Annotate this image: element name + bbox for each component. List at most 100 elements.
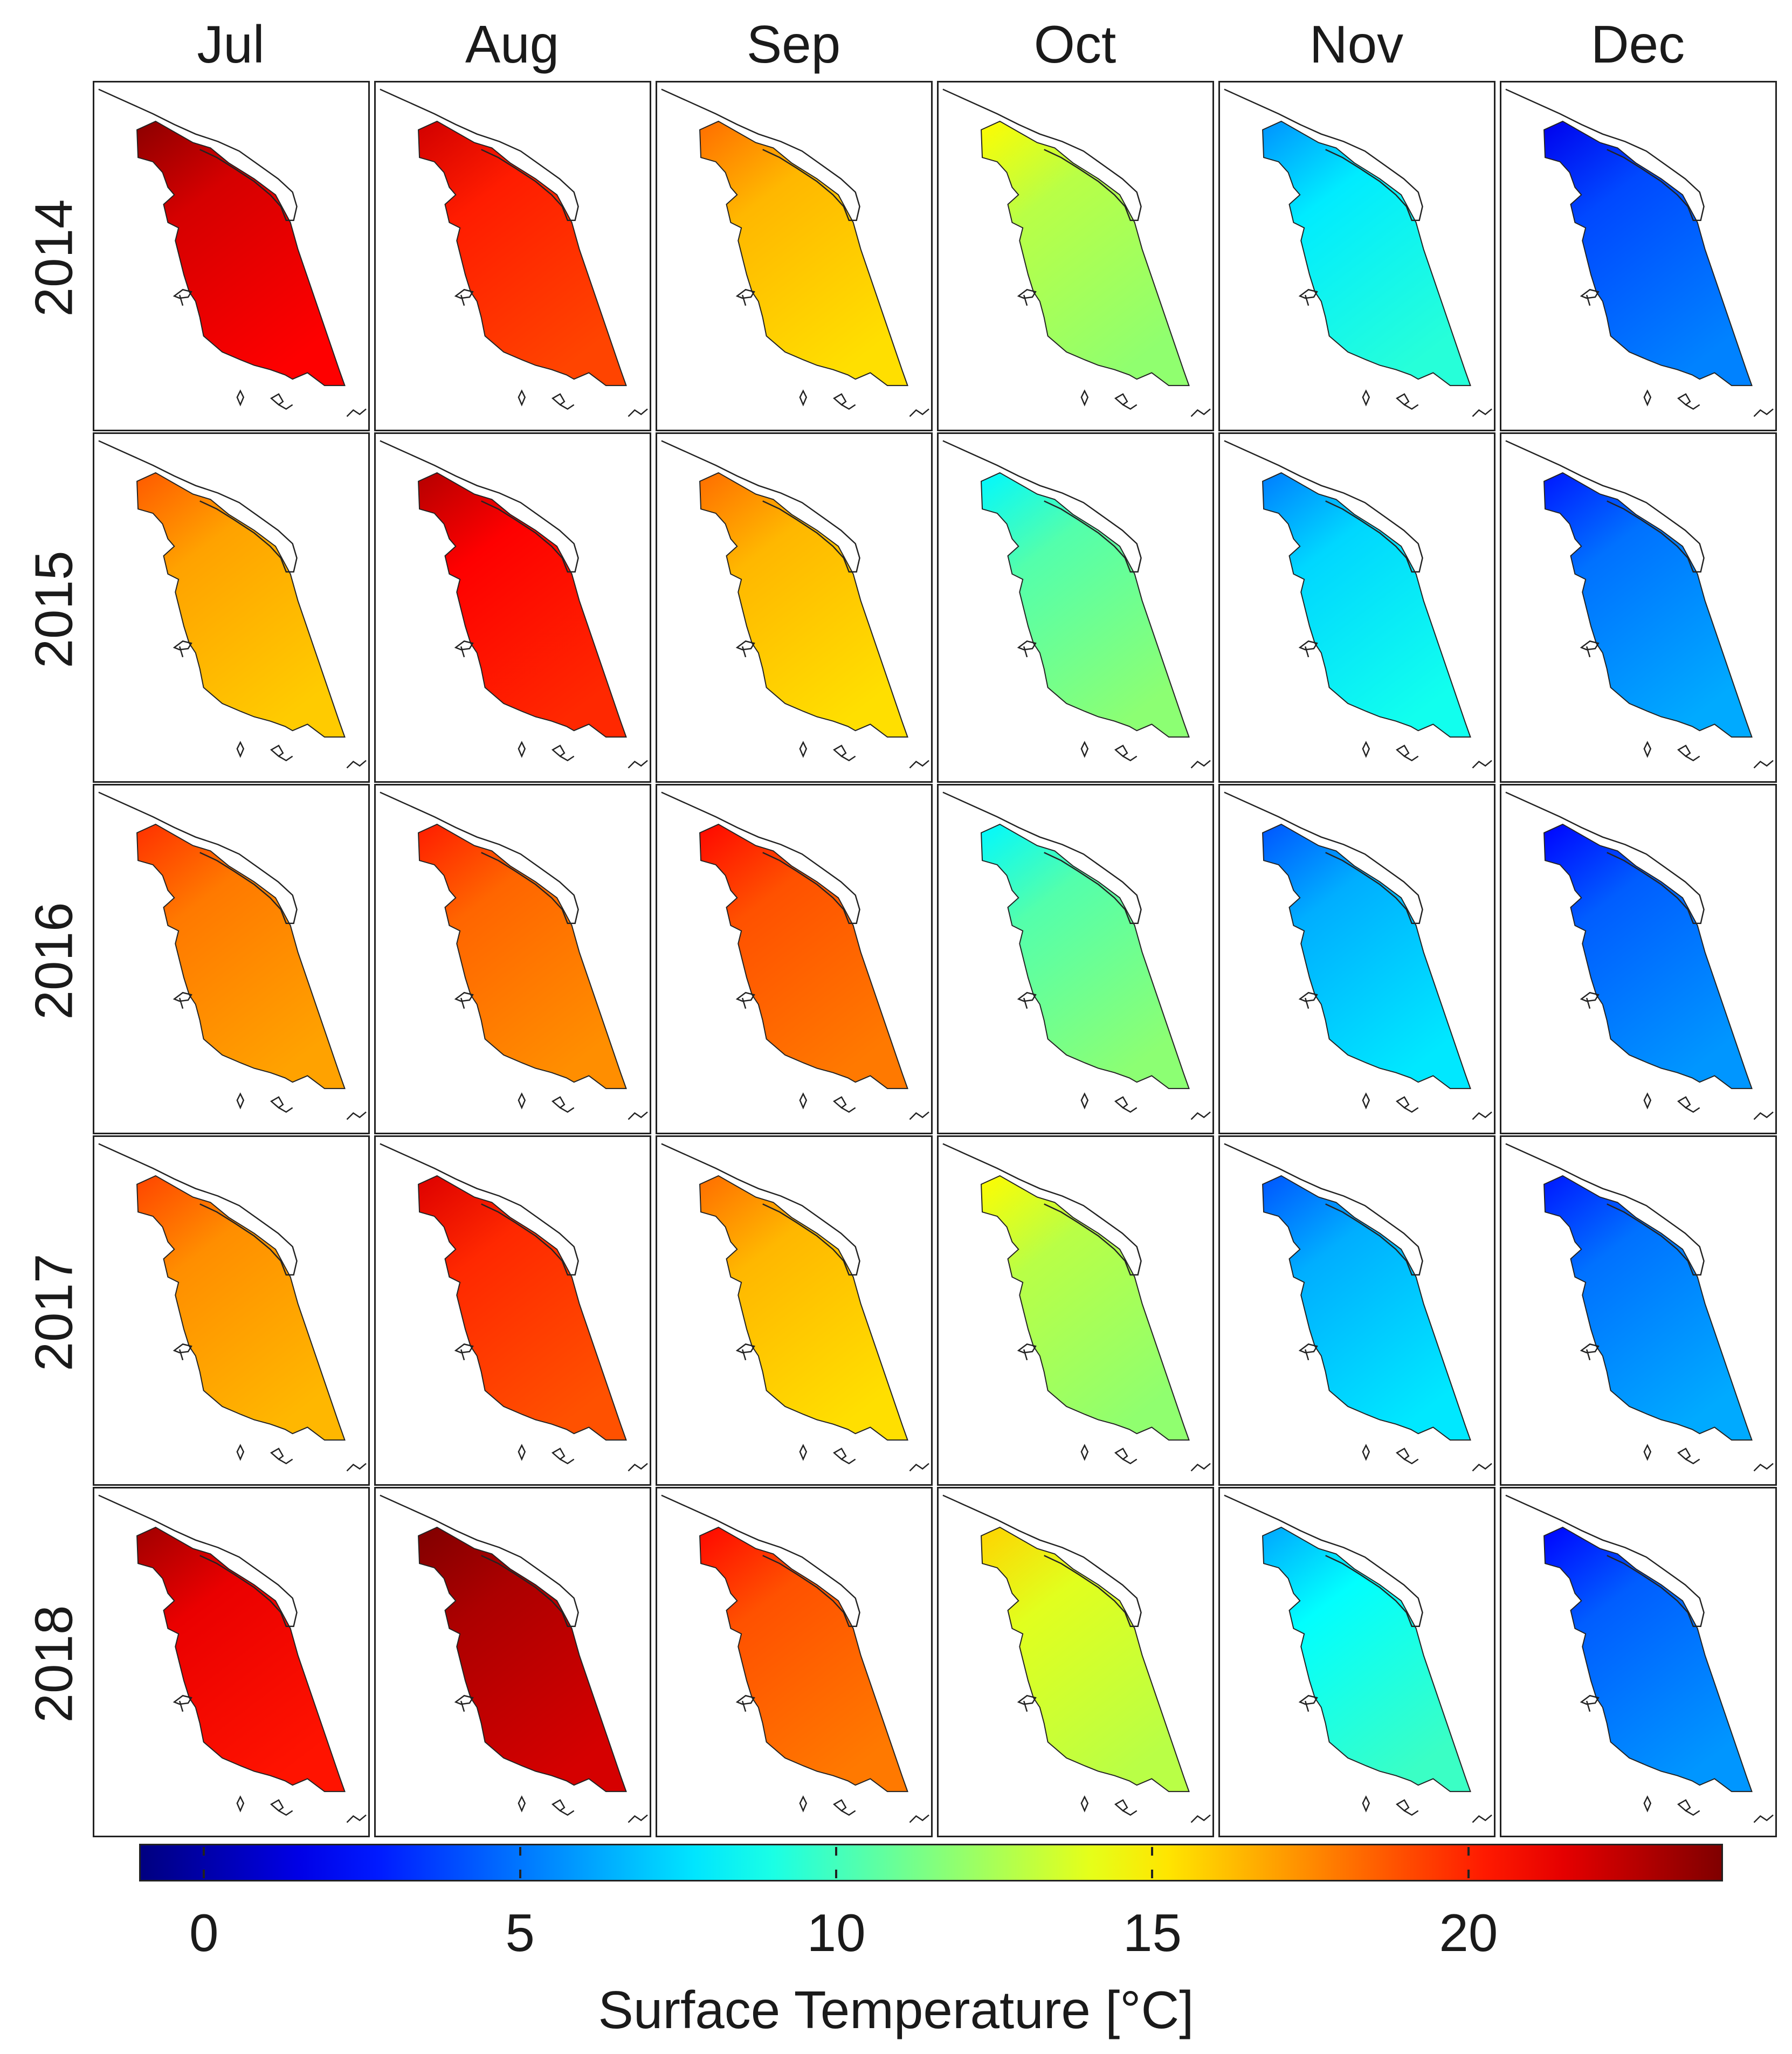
temperature-field <box>136 472 346 738</box>
island-outline <box>1395 1799 1410 1812</box>
island-outline <box>1404 755 1419 762</box>
map-svg <box>661 88 929 417</box>
island-outline <box>1753 1111 1774 1120</box>
island-outline <box>1685 404 1700 410</box>
coastline <box>942 88 1142 222</box>
coastline <box>98 791 298 925</box>
island-outline <box>841 755 856 762</box>
island-outline <box>1114 1799 1128 1812</box>
coastline <box>98 1494 298 1628</box>
temperature-field <box>981 823 1190 1090</box>
island-outline <box>1023 294 1028 306</box>
coastline <box>380 1494 579 1628</box>
colorbar-tick-mark-bottom <box>835 1870 838 1878</box>
island-outline <box>909 1111 929 1120</box>
island-outline <box>1298 1694 1318 1705</box>
coastline <box>380 88 579 222</box>
island-outline <box>1362 1795 1370 1812</box>
island-outline <box>236 1092 245 1109</box>
island-outline <box>460 1700 465 1712</box>
island-outline <box>560 404 575 410</box>
row-label-2018-text: 2018 <box>24 1604 84 1723</box>
island-outline <box>1753 1463 1774 1472</box>
island-outline <box>1395 1096 1410 1109</box>
island-outline <box>1122 404 1138 410</box>
temperature-field <box>1262 1526 1471 1793</box>
map-panel-2017-nov <box>1218 1135 1495 1486</box>
coastline <box>98 88 298 222</box>
column-label-dec: Dec <box>1590 15 1685 74</box>
map-panel-2018-jul <box>93 1487 370 1837</box>
coastline <box>661 791 860 925</box>
island-outline <box>832 1799 847 1812</box>
map-panel-2014-oct <box>937 81 1214 431</box>
island-outline <box>518 1795 526 1812</box>
column-label-jul: Jul <box>197 15 265 74</box>
island-outline <box>460 646 465 658</box>
island-outline <box>1080 741 1089 758</box>
row-label-2015: 2015 <box>16 433 92 785</box>
island-outline <box>278 755 293 762</box>
map-panel-2017-dec <box>1500 1135 1777 1486</box>
island-outline <box>551 1448 566 1460</box>
island-outline <box>1017 1343 1037 1354</box>
island-outline <box>518 1092 526 1109</box>
island-outline <box>278 1458 293 1465</box>
island-outline <box>1122 755 1138 762</box>
island-outline <box>832 1096 847 1109</box>
temperature-field <box>1543 120 1753 387</box>
island-outline <box>278 404 293 410</box>
temperature-field <box>1543 472 1753 738</box>
island-outline <box>560 1458 575 1465</box>
row-label-2014: 2014 <box>16 82 92 433</box>
island-outline <box>178 997 184 1009</box>
colorbar-tick-label: 10 <box>807 1903 866 1962</box>
island-outline <box>841 1810 856 1816</box>
map-panel-2016-jul <box>93 784 370 1134</box>
map-svg <box>1224 1494 1492 1823</box>
island-outline <box>1404 1107 1419 1113</box>
island-outline <box>1643 1795 1652 1812</box>
temperature-field <box>699 1526 908 1793</box>
map-panel-2014-dec <box>1500 81 1777 431</box>
coastline <box>942 1494 1142 1628</box>
island-outline <box>346 1814 367 1823</box>
island-outline <box>1643 741 1652 758</box>
coastline <box>1505 1143 1705 1276</box>
island-outline <box>799 1092 808 1109</box>
map-svg <box>380 1143 648 1472</box>
island-outline <box>1586 1349 1591 1361</box>
island-outline <box>236 389 245 406</box>
island-outline <box>1023 997 1028 1009</box>
coastline <box>661 440 860 573</box>
colorbar-tick-mark <box>835 1847 838 1856</box>
row-label-2018: 2018 <box>16 1488 92 1839</box>
island-outline <box>560 1107 575 1113</box>
island-outline <box>841 1458 856 1465</box>
map-panel-2018-oct <box>937 1487 1214 1837</box>
colorbar-tick-mark <box>1467 1847 1470 1856</box>
island-outline <box>1114 1096 1128 1109</box>
map-svg <box>942 88 1211 417</box>
column-label-aug: Aug <box>465 15 560 74</box>
island-outline <box>551 1096 566 1109</box>
colorbar-tick-mark-bottom <box>203 1870 205 1878</box>
map-svg <box>1505 88 1774 417</box>
island-outline <box>909 1463 929 1472</box>
island-outline <box>1586 997 1591 1009</box>
island-outline <box>1586 1700 1591 1712</box>
island-outline <box>1580 991 1600 1002</box>
temperature-field <box>699 823 908 1090</box>
island-outline <box>909 1814 929 1823</box>
row-label-2017: 2017 <box>16 1136 92 1488</box>
island-outline <box>1298 640 1318 651</box>
island-outline <box>518 389 526 406</box>
island-outline <box>460 997 465 1009</box>
island-outline <box>173 1343 192 1354</box>
colorbar-gradient <box>141 1845 1721 1880</box>
island-outline <box>832 393 847 406</box>
island-outline <box>1190 1814 1211 1823</box>
island-outline <box>1643 1092 1652 1109</box>
map-svg <box>98 1143 367 1472</box>
